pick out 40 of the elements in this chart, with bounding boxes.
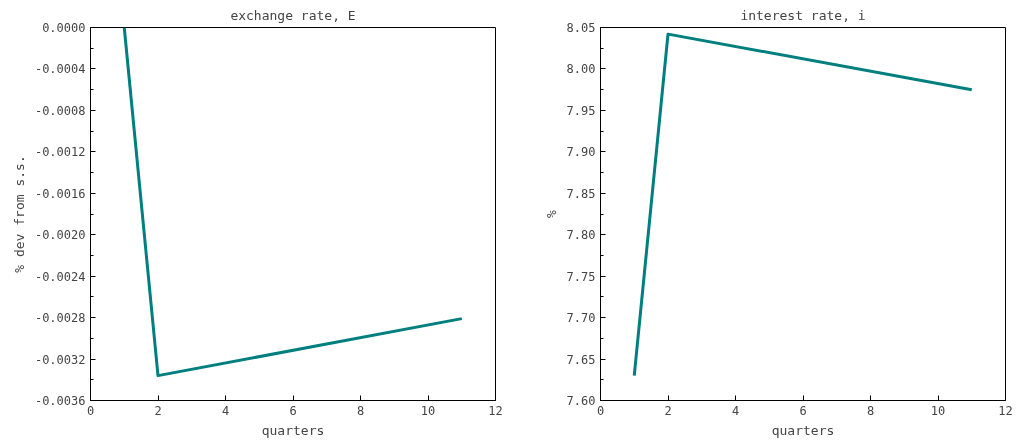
y-tick-label: -0.0012 [34, 145, 86, 160]
y-tick-label: 7.85 [566, 186, 596, 201]
y-tick-label: -0.0016 [34, 186, 86, 201]
y-tick-label: 7.80 [566, 228, 596, 243]
x-tick-label: 4 [221, 403, 230, 418]
x-tick-label: 12 [998, 403, 1013, 418]
x-tick-label: 8 [866, 403, 875, 418]
y-tick-label: 7.70 [566, 311, 596, 326]
y-tick-label: -0.0036 [34, 394, 86, 408]
x-tick-label: 8 [356, 403, 365, 418]
x-tick-label: 2 [154, 403, 162, 418]
x-tick-label: 10 [420, 403, 436, 418]
x-tick-label: 6 [289, 403, 297, 418]
x-tick-label: 0 [86, 403, 95, 418]
x-tick-label: 10 [930, 403, 946, 418]
y-tick-label: 7.95 [566, 103, 596, 118]
y-tick-label: -0.0004 [34, 62, 86, 77]
y-tick-label: 7.60 [566, 394, 596, 408]
x-tick-label: 0 [596, 403, 605, 418]
x-axis-title: quarters [771, 422, 835, 438]
y-tick-label: 8.05 [566, 21, 596, 35]
y-tick-label: 7.90 [566, 145, 596, 160]
x-tick-label: 2 [664, 403, 672, 418]
y-tick-label: -0.0024 [34, 269, 86, 284]
x-tick-label: 12 [488, 403, 503, 418]
y-tick-label: 7.75 [566, 269, 596, 284]
y-tick-label: 0.0000 [42, 21, 86, 35]
chart-title: interest rate, i [740, 7, 866, 23]
x-axis-title: quarters [261, 422, 325, 438]
y-axis-title: % dev from s.s. [11, 155, 27, 273]
y-tick-label: -0.0032 [34, 352, 86, 367]
chart-title: exchange rate, E [230, 7, 356, 23]
y-tick-label: 8.00 [566, 62, 596, 77]
y-tick-label: -0.0008 [34, 103, 86, 118]
y-tick-label: -0.0028 [34, 311, 86, 326]
y-tick-label: 7.65 [566, 352, 596, 367]
y-tick-label: -0.0020 [34, 228, 86, 243]
y-axis-title: % [543, 209, 559, 218]
x-tick-label: 4 [731, 403, 740, 418]
x-tick-label: 6 [799, 403, 807, 418]
